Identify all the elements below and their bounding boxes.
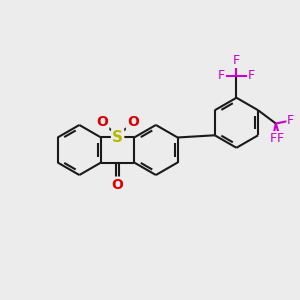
Text: F: F xyxy=(218,69,225,82)
Text: S: S xyxy=(112,130,123,145)
Text: O: O xyxy=(96,115,108,129)
Text: F: F xyxy=(248,69,255,82)
Text: F: F xyxy=(269,132,276,145)
Text: O: O xyxy=(127,115,139,129)
Text: O: O xyxy=(112,178,124,192)
Text: F: F xyxy=(287,114,294,127)
Text: F: F xyxy=(277,132,284,145)
Text: F: F xyxy=(233,54,240,68)
